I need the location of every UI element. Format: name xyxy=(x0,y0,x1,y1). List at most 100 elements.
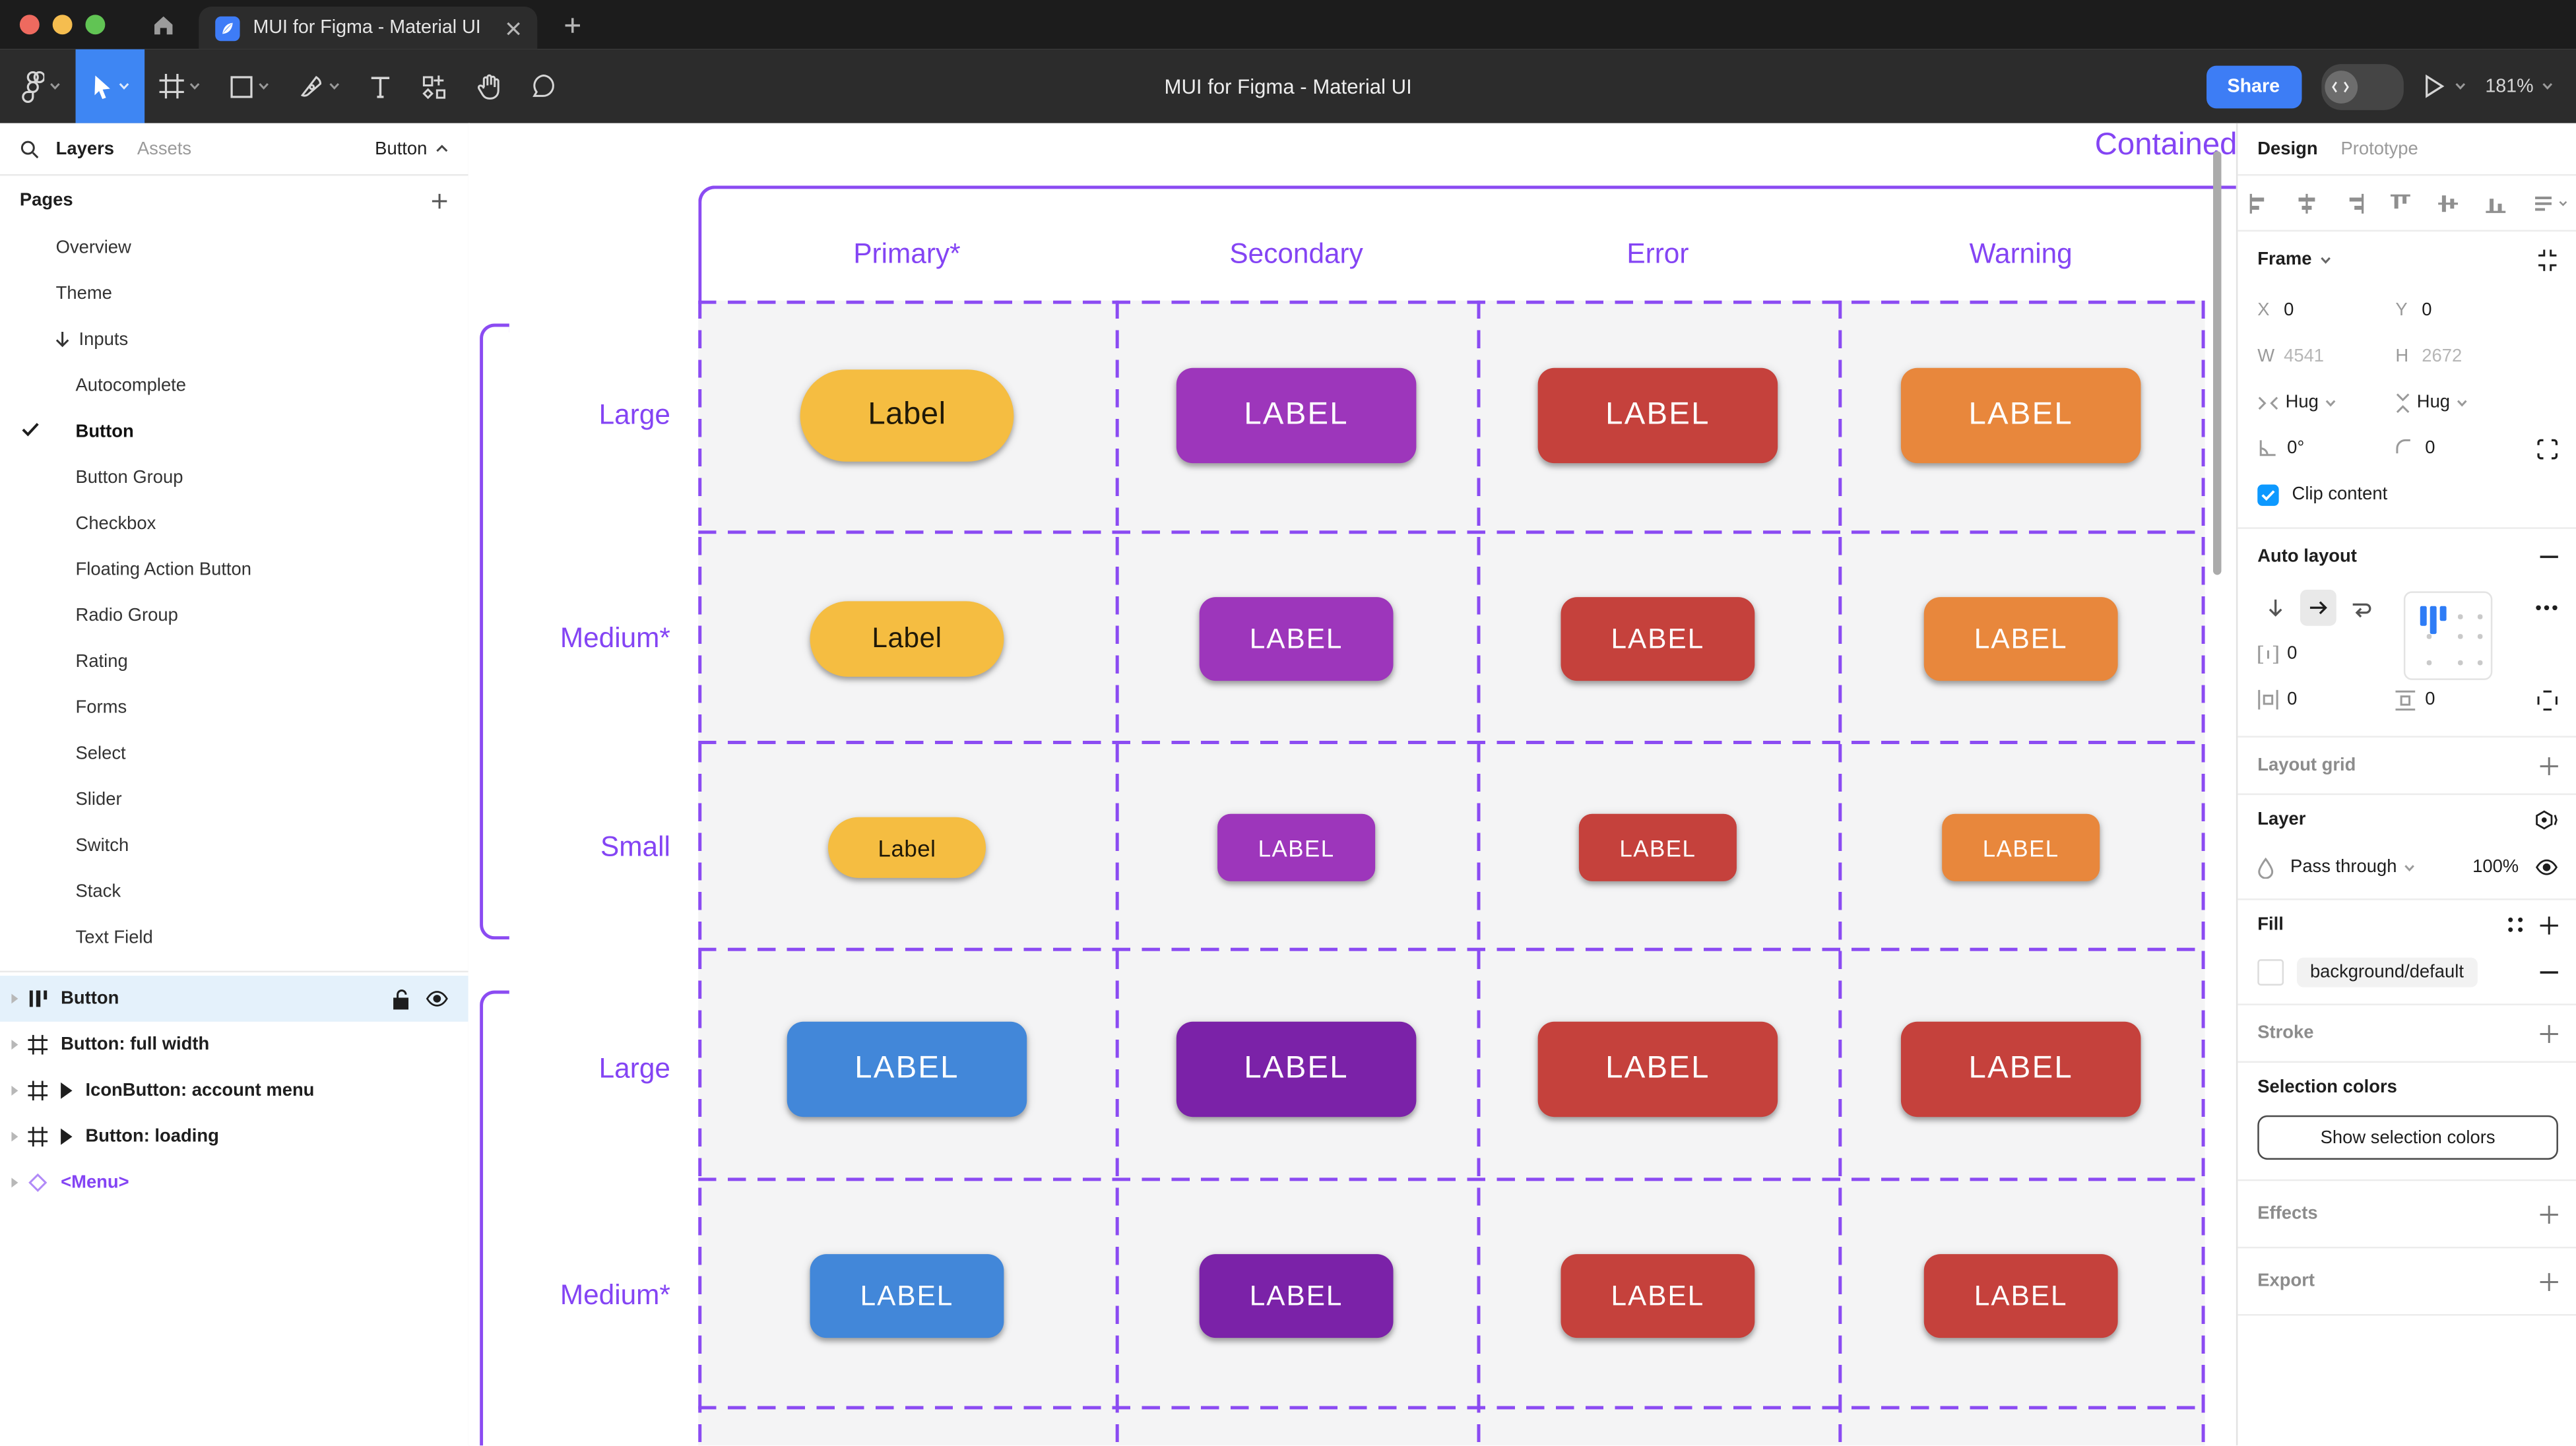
text-tool-button[interactable] xyxy=(355,49,406,123)
align-left-icon[interactable] xyxy=(2247,191,2270,214)
disclosure-triangle-icon[interactable] xyxy=(11,1085,18,1096)
button-contained-secondary-medium[interactable]: LABEL xyxy=(1199,597,1394,681)
disclosure-triangle-icon[interactable] xyxy=(11,1178,18,1188)
align-horizontal-center-icon[interactable] xyxy=(2295,191,2318,214)
rotation-field[interactable]: 0° xyxy=(2257,439,2395,458)
new-tab-icon[interactable] xyxy=(537,0,608,49)
page-item-radio-group[interactable]: Radio Group xyxy=(75,606,178,626)
close-tab-icon[interactable] xyxy=(506,20,521,35)
remove-auto-layout-icon[interactable] xyxy=(2540,555,2558,559)
button-contained-secondary-large[interactable]: LABEL xyxy=(1176,367,1417,464)
move-tool-button[interactable] xyxy=(75,49,145,123)
clip-content-checkbox[interactable] xyxy=(2257,484,2279,505)
add-layout-grid-icon[interactable] xyxy=(2540,756,2558,775)
button-default-error-medium[interactable]: LABEL xyxy=(1561,1254,1755,1338)
layout-direction-horizontal-icon[interactable] xyxy=(2300,589,2336,626)
alignment-widget[interactable] xyxy=(2403,591,2493,680)
page-item-theme[interactable]: Theme xyxy=(55,284,112,304)
pen-tool-button[interactable] xyxy=(284,49,355,123)
add-effect-icon[interactable] xyxy=(2540,1205,2558,1223)
layout-direction-vertical-icon[interactable] xyxy=(2257,590,2294,626)
opacity-field[interactable]: 100% xyxy=(2472,857,2519,877)
disclosure-triangle-icon[interactable] xyxy=(11,1040,18,1050)
blend-mode-icon[interactable] xyxy=(2535,809,2558,830)
page-item-select[interactable]: Select xyxy=(75,743,126,764)
page-selector[interactable]: Button xyxy=(375,139,449,158)
page-item-stack[interactable]: Stack xyxy=(75,882,121,902)
home-icon[interactable] xyxy=(128,0,199,49)
align-vertical-center-icon[interactable] xyxy=(2437,191,2460,214)
layer-item-iconbutton-account-menu[interactable]: IconButton: account menu xyxy=(0,1068,468,1114)
add-page-icon[interactable] xyxy=(430,191,448,209)
auto-layout-more-icon[interactable] xyxy=(2535,604,2558,611)
align-bottom-icon[interactable] xyxy=(2484,191,2507,214)
button-default-secondary-medium[interactable]: LABEL xyxy=(1199,1254,1394,1338)
frame-title[interactable]: Contained xyxy=(2094,128,2236,163)
dev-mode-toggle[interactable] xyxy=(2321,63,2403,110)
minimize-window-button[interactable] xyxy=(52,15,73,35)
button-default-primary-large[interactable]: LABEL xyxy=(787,1021,1027,1117)
button-contained-secondary-small[interactable]: LABEL xyxy=(1217,813,1376,881)
tab-layers[interactable]: Layers xyxy=(55,139,115,159)
button-default-secondary-large[interactable]: LABEL xyxy=(1176,1021,1417,1117)
shape-tool-button[interactable] xyxy=(215,49,284,123)
add-fill-icon[interactable] xyxy=(2540,916,2558,934)
button-contained-error-large[interactable]: LABEL xyxy=(1537,367,1778,464)
present-button[interactable] xyxy=(2423,74,2466,98)
page-item-button-group[interactable]: Button Group xyxy=(75,468,183,488)
align-top-icon[interactable] xyxy=(2390,191,2413,214)
height-field[interactable]: H 2672 xyxy=(2395,346,2463,367)
page-item-forms[interactable]: Forms xyxy=(75,698,127,718)
button-contained-warning-medium[interactable]: LABEL xyxy=(1923,597,2118,681)
layer-item-menu-component[interactable]: <Menu> xyxy=(0,1160,468,1206)
canvas-scrollbar[interactable] xyxy=(2213,151,2222,575)
hand-tool-button[interactable] xyxy=(462,49,516,123)
page-item-inputs[interactable]: Inputs xyxy=(0,317,468,363)
eye-icon[interactable] xyxy=(426,990,449,1007)
blend-mode-dropdown[interactable]: Pass through xyxy=(2290,858,2415,877)
horizontal-sizing-dropdown[interactable]: Hug xyxy=(2257,393,2395,412)
vertical-padding-field[interactable]: 0 xyxy=(2395,689,2533,710)
page-item-checkbox[interactable]: Checkbox xyxy=(75,514,156,534)
page-item-autocomplete[interactable]: Autocomplete xyxy=(75,376,187,396)
button-default-warning-large[interactable]: LABEL xyxy=(1900,1021,2141,1117)
button-contained-primary-medium[interactable]: Label xyxy=(810,601,1004,677)
individual-padding-icon[interactable] xyxy=(2537,689,2558,710)
zoom-menu[interactable]: 181% xyxy=(2485,77,2553,96)
button-contained-primary-small[interactable]: Label xyxy=(827,817,986,878)
share-button[interactable]: Share xyxy=(2206,65,2302,108)
disclosure-triangle-icon[interactable] xyxy=(11,993,18,1004)
frame-section-title[interactable]: Frame xyxy=(2257,249,2312,270)
item-spacing-field[interactable]: 0 xyxy=(2257,644,2395,664)
align-right-icon[interactable] xyxy=(2342,191,2366,214)
button-default-error-large[interactable]: LABEL xyxy=(1537,1021,1778,1117)
distribute-menu-icon[interactable] xyxy=(2532,191,2568,214)
layout-wrap-icon[interactable] xyxy=(2343,590,2379,626)
canvas[interactable]: Contained Primary* Secondary Error Warni… xyxy=(468,123,2236,1446)
tab-design[interactable]: Design xyxy=(2257,139,2318,159)
button-contained-warning-large[interactable]: LABEL xyxy=(1900,367,2141,464)
add-stroke-icon[interactable] xyxy=(2540,1024,2558,1042)
lock-open-icon[interactable] xyxy=(393,988,410,1009)
comment-tool-button[interactable] xyxy=(516,49,570,123)
eye-icon[interactable] xyxy=(2535,859,2558,875)
tab-assets[interactable]: Assets xyxy=(137,139,192,159)
button-contained-primary-large[interactable]: Label xyxy=(800,369,1014,462)
button-contained-error-medium[interactable]: LABEL xyxy=(1561,597,1755,681)
layer-item-button-loading[interactable]: Button: loading xyxy=(0,1114,468,1160)
page-item-text-field[interactable]: Text Field xyxy=(75,927,153,948)
fill-style-chip[interactable]: background/default xyxy=(2297,957,2477,988)
add-export-icon[interactable] xyxy=(2540,1272,2558,1290)
page-item-rating[interactable]: Rating xyxy=(75,652,128,672)
show-selection-colors-button[interactable]: Show selection colors xyxy=(2257,1115,2558,1160)
main-menu-button[interactable] xyxy=(0,49,76,123)
fill-color-swatch[interactable] xyxy=(2257,959,2284,986)
fill-styles-icon[interactable] xyxy=(2507,916,2524,933)
width-field[interactable]: W 4541 xyxy=(2257,346,2325,367)
corner-radius-field[interactable]: 0 xyxy=(2395,439,2533,458)
remove-fill-icon[interactable] xyxy=(2540,971,2558,974)
page-item-button[interactable]: Button xyxy=(0,409,468,455)
collapse-frame-icon[interactable] xyxy=(2537,249,2558,270)
